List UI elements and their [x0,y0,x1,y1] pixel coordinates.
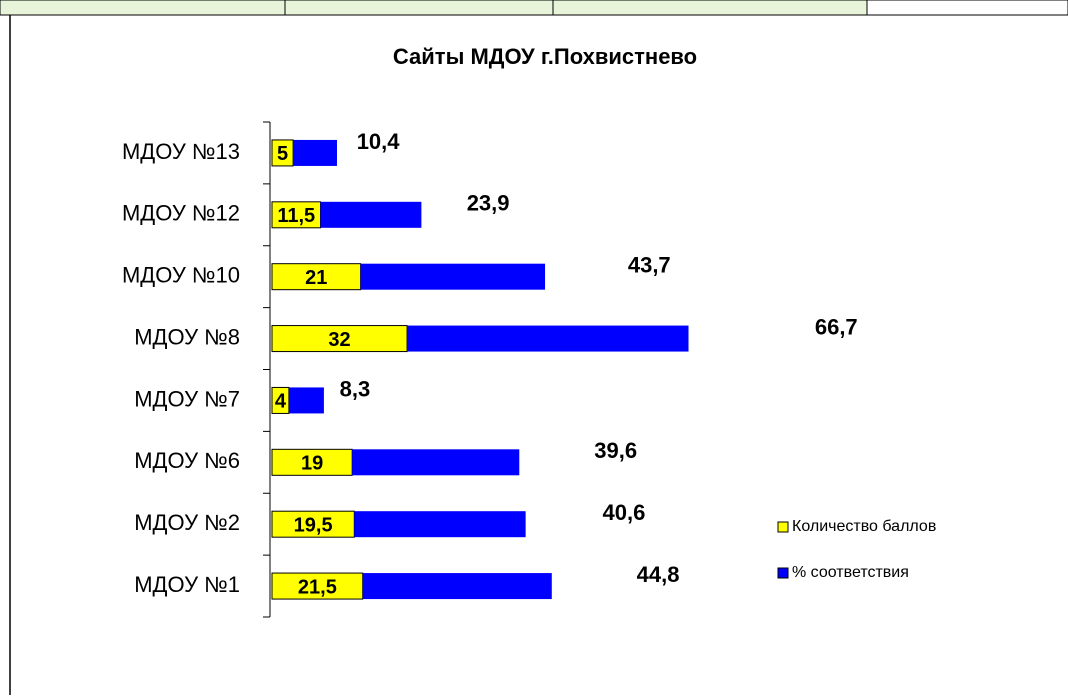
data-label: 32 [328,329,350,351]
table-cell [552,0,868,16]
bar [288,387,324,414]
data-label: 44,8 [637,562,680,587]
bar [362,573,552,600]
category-label: МДОУ №12 [122,201,240,226]
data-label: 23,9 [467,191,510,216]
data-label: 66,7 [815,314,858,339]
bar [293,139,337,166]
category-label: МДОУ №6 [134,448,240,473]
data-label: 19 [301,453,323,475]
bar [271,201,322,229]
chart-title: Сайты МДОУ г.Похвистнево [393,44,697,69]
data-label: 43,7 [628,253,671,278]
category-label: МДОУ №2 [134,510,240,535]
category-label: МДОУ №8 [134,324,240,349]
data-label: 4 [275,391,287,413]
table-cell [284,0,554,16]
legend-swatch [777,521,789,533]
data-label: 10,4 [357,129,401,154]
category-label: МДОУ №7 [134,386,240,411]
data-label: 11,5 [277,205,315,227]
category-label: МДОУ №13 [122,139,240,164]
data-label: 21 [305,267,327,289]
data-label: 5 [277,143,288,165]
bar [352,449,520,476]
category-label: МДОУ №10 [122,263,240,288]
legend-swatch [777,567,789,579]
bar [271,325,408,353]
table-cell [866,0,1068,16]
bar [360,263,546,290]
bar [271,510,355,538]
bar [320,201,422,228]
bar [407,325,689,352]
data-label: 19,5 [294,514,333,536]
data-label: 39,6 [594,438,637,463]
legend-label: Количество баллов [792,518,936,535]
data-label: 21,5 [298,576,337,598]
category-label: МДОУ №1 [134,572,240,597]
bar [354,511,526,538]
bar [271,572,364,600]
data-label: 40,6 [603,500,646,525]
data-label: 8,3 [340,376,371,401]
table-cell [0,0,286,16]
legend-label: % соответствия [792,564,909,581]
